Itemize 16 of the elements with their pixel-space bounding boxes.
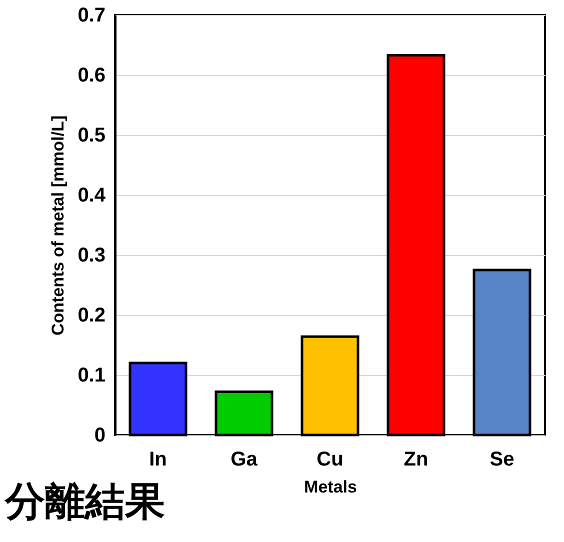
x-tick-label: Cu <box>316 448 344 470</box>
text: 分離結果 <box>4 479 165 525</box>
y-tick-label: 0.6 <box>78 64 106 86</box>
x-tick-label: In <box>149 448 167 470</box>
y-axis-title: Contents of metal [mmol/L] <box>48 115 68 336</box>
y-tick-label: 0.2 <box>78 304 106 326</box>
y-tick-label: 0 <box>94 424 106 446</box>
x-tick-label: Zn <box>404 448 428 470</box>
y-tick-label: 0.3 <box>78 244 106 266</box>
x-axis-title: Metals <box>304 478 357 496</box>
y-tick-label: 0.7 <box>78 4 106 26</box>
x-tick-label: Se <box>490 448 514 470</box>
y-tick-label: 0.1 <box>78 364 106 386</box>
y-tick-label: 0.5 <box>78 124 106 146</box>
x-tick-label: Ga <box>230 448 258 470</box>
y-tick-label: 0.4 <box>78 184 106 206</box>
